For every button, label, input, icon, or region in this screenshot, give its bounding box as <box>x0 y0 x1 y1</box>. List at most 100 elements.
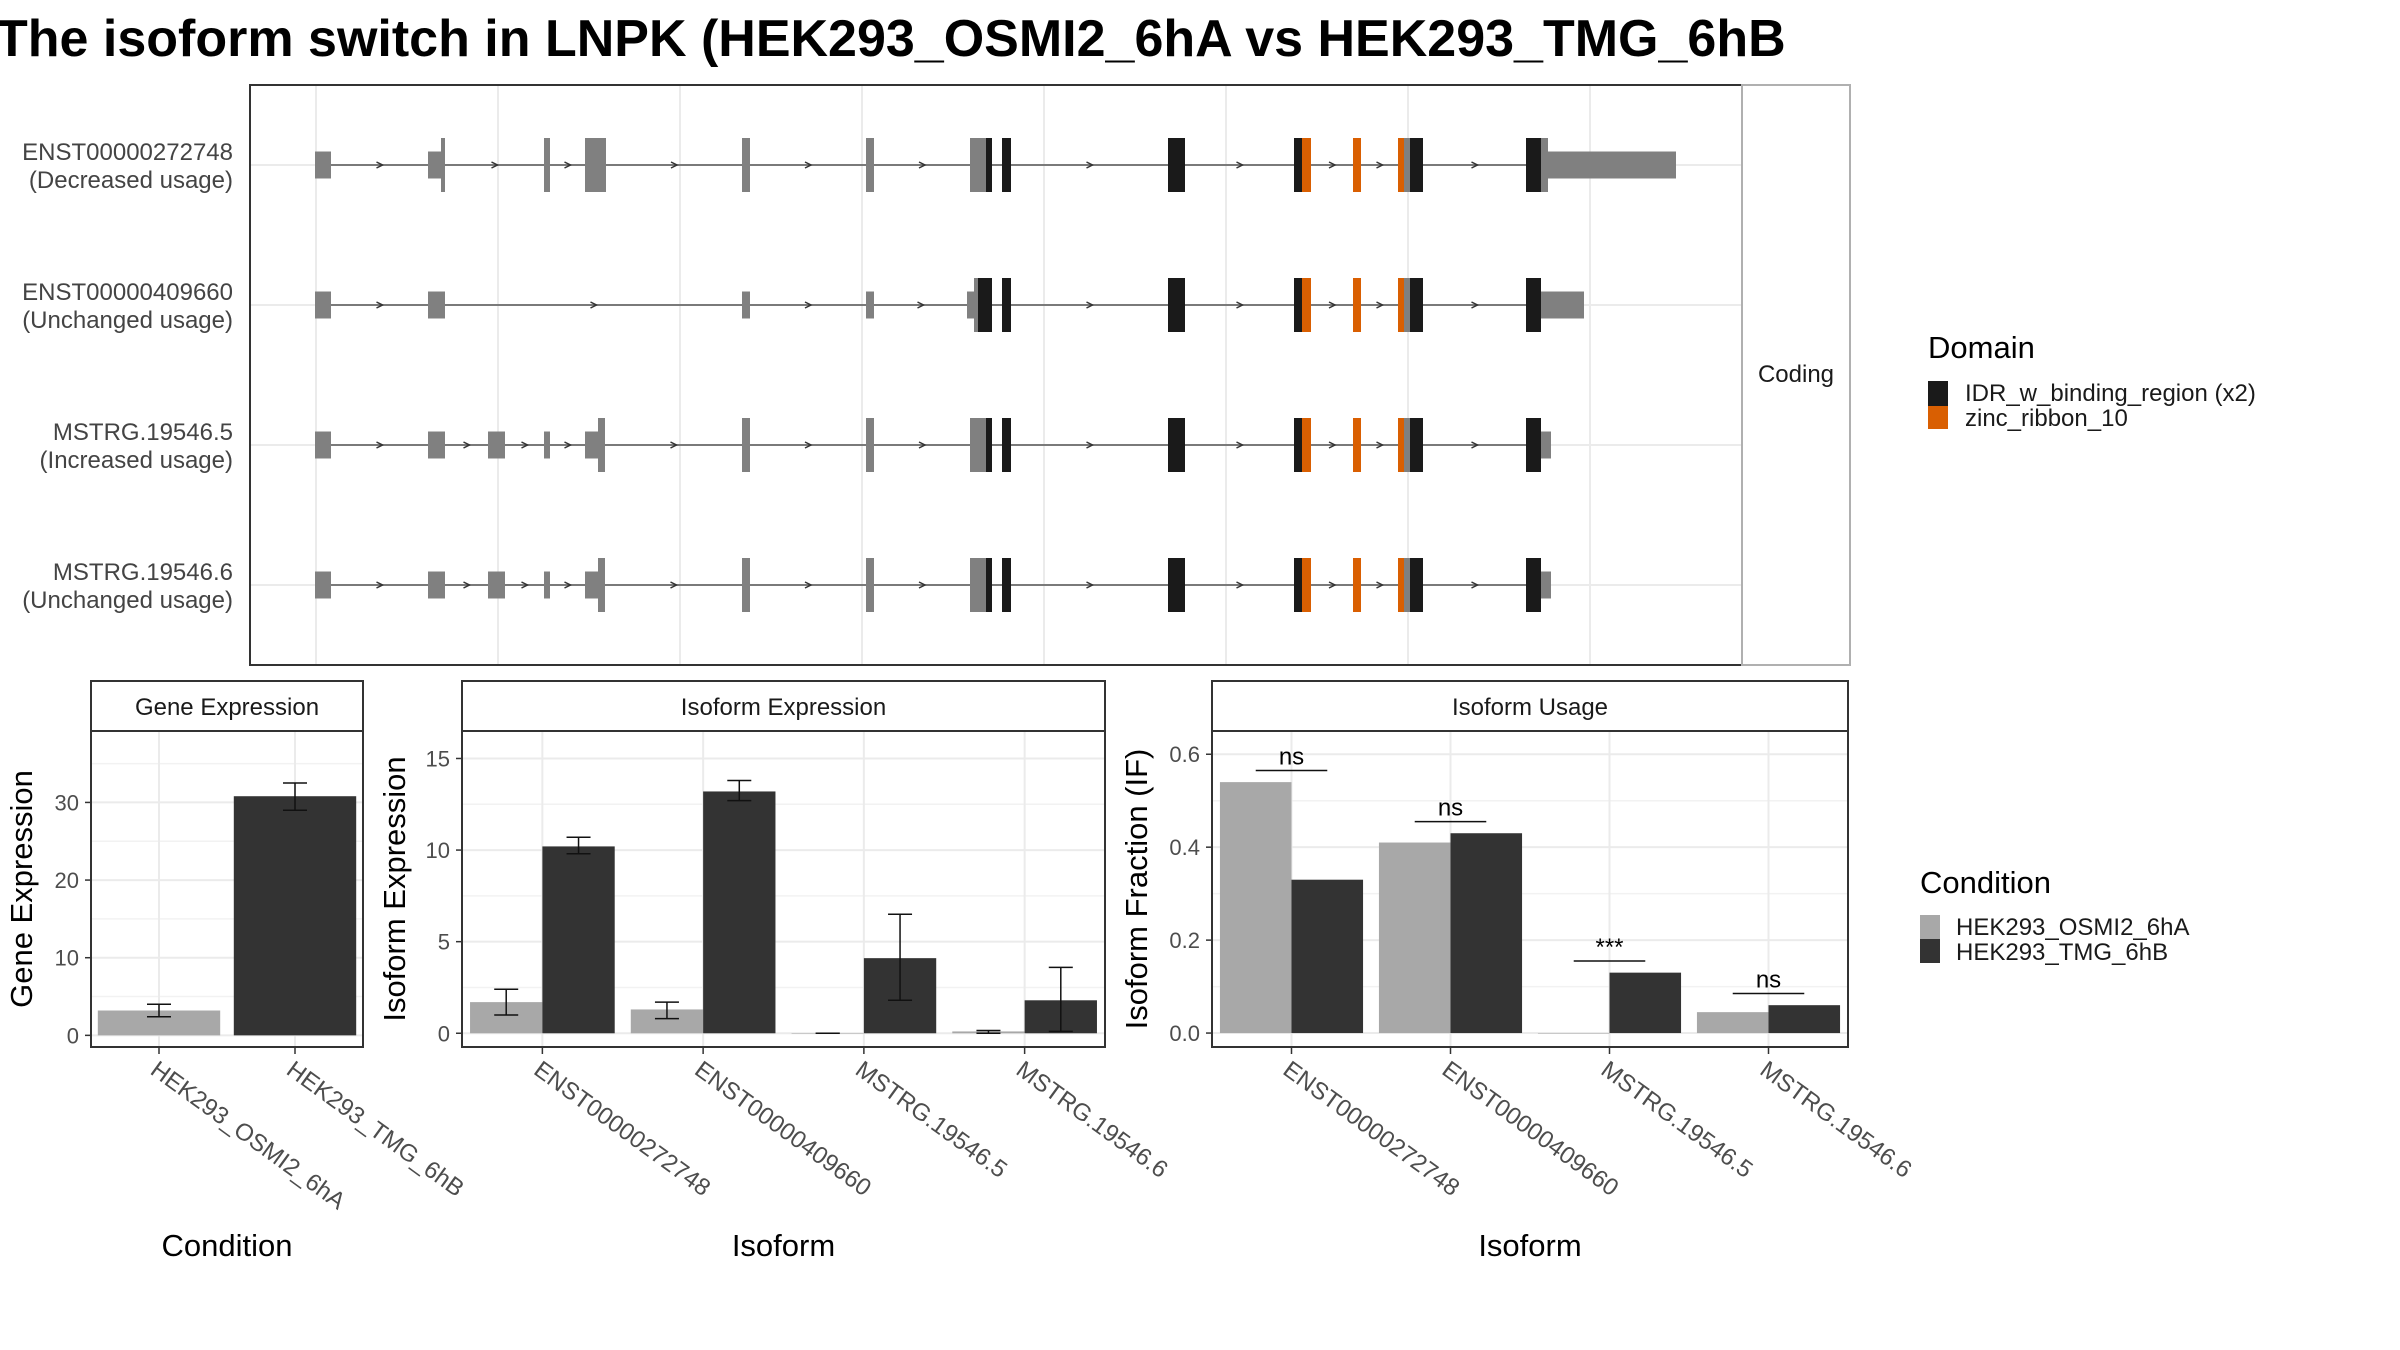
condition-legend-title: Condition <box>1920 865 2051 900</box>
idr-domain-segment <box>1526 558 1541 612</box>
exon <box>315 571 331 599</box>
y-tick-label: 0 <box>438 1021 450 1046</box>
y-tick-label: 10 <box>55 946 79 971</box>
idr-domain-segment <box>1168 558 1185 612</box>
exon <box>585 138 606 192</box>
isoform-label-column: ENST00000272748(Decreased usage) ENST0000… <box>22 139 233 614</box>
exon <box>544 138 550 192</box>
idr-domain-segment <box>986 418 992 472</box>
idr-domain-segment <box>1002 278 1011 332</box>
idr-domain-segment <box>1410 418 1423 472</box>
exon <box>1548 151 1676 179</box>
exon <box>742 558 750 612</box>
legend-key-osmi2 <box>1920 915 1940 939</box>
significance-label: ns <box>1756 967 1781 994</box>
exon <box>1541 571 1551 599</box>
y-tick-label: 30 <box>55 790 79 815</box>
facet-strip-title: Isoform Expression <box>681 694 886 721</box>
legend-label-osmi2: HEK293_OSMI2_6hA <box>1956 914 2189 941</box>
intron-arrow <box>1328 441 1337 449</box>
intron-arrow <box>376 301 385 309</box>
intron-arrow <box>521 581 530 589</box>
facet-strip <box>461 680 1106 732</box>
intron-arrow <box>491 161 500 169</box>
y-tick-label: 0.6 <box>1169 742 1200 767</box>
zinc-ribbon-domain-segment <box>1398 138 1404 192</box>
x-tick-label: MSTRG.19546.5 <box>850 1056 1012 1184</box>
zinc-ribbon-domain-segment <box>1398 418 1404 472</box>
idr-domain-segment <box>1168 418 1185 472</box>
exon <box>598 558 605 612</box>
isoform-usage-label: (Decreased usage) <box>29 167 233 194</box>
intron-arrow <box>1471 161 1480 169</box>
exon <box>970 138 986 192</box>
bar <box>1537 1033 1610 1034</box>
intron-arrow <box>376 441 385 449</box>
exon <box>970 418 986 472</box>
intron-arrow <box>804 441 813 449</box>
bar <box>1378 842 1451 1034</box>
exon <box>315 431 331 459</box>
isoform-row <box>315 558 1551 612</box>
zinc-ribbon-domain-segment <box>1353 138 1361 192</box>
isoform-row <box>315 138 1676 192</box>
bar <box>1768 1005 1841 1034</box>
isoform-id-label: MSTRG.19546.5 <box>53 419 233 446</box>
x-tick-label: ENST00000272748 <box>1278 1056 1464 1202</box>
y-tick-label: 10 <box>426 838 450 863</box>
exon <box>315 151 331 179</box>
idr-domain-segment <box>1410 278 1423 332</box>
structure-facet-strip <box>1741 84 1851 666</box>
idr-domain-segment <box>1294 138 1302 192</box>
idr-domain-segment <box>1168 138 1185 192</box>
intron-arrow <box>918 581 927 589</box>
exon <box>1404 278 1410 332</box>
x-tick-label: MSTRG.19546.6 <box>1755 1056 1917 1184</box>
y-tick-label: 0.2 <box>1169 928 1200 953</box>
bar <box>1450 833 1523 1034</box>
zinc-ribbon-domain-segment <box>1302 418 1311 472</box>
y-tick-label: 15 <box>426 746 450 771</box>
zinc-ribbon-domain-segment <box>1398 278 1404 332</box>
x-axis-title: Isoform <box>1478 1228 1581 1263</box>
exon <box>967 291 975 319</box>
x-tick-label: MSTRG.19546.6 <box>1011 1056 1173 1184</box>
intron-arrow <box>564 161 573 169</box>
intron-arrow <box>1376 161 1385 169</box>
idr-domain-segment <box>1294 558 1302 612</box>
exon <box>428 291 445 319</box>
exon <box>866 558 874 612</box>
exon <box>598 418 605 472</box>
bar <box>233 796 357 1036</box>
isoform-usage-panel: 0.0 0.2 0.4 0.6 ns ns *** ns Isoform Usage ENST00… <box>1119 680 1917 1263</box>
exon <box>1541 138 1548 192</box>
isoform-id-label: ENST00000409660 <box>22 279 233 306</box>
intron-arrow <box>463 441 472 449</box>
zinc-ribbon-domain-segment <box>1353 418 1361 472</box>
exon <box>441 138 445 192</box>
zinc-ribbon-domain-segment <box>1353 558 1361 612</box>
y-axis-title: Isoform Fraction (IF) <box>1119 749 1154 1030</box>
idr-domain-segment <box>1002 138 1011 192</box>
idr-domain-segment <box>1002 558 1011 612</box>
isoform-row <box>315 418 1551 472</box>
legend-key-zinc-ribbon <box>1928 406 1948 429</box>
intron-arrow <box>1328 581 1337 589</box>
idr-domain-segment <box>986 138 992 192</box>
facet-strip-title: Isoform Usage <box>1452 694 1608 721</box>
intron-arrow <box>590 301 599 309</box>
intron-arrow <box>376 581 385 589</box>
facet-strip-title: Gene Expression <box>135 694 319 721</box>
intron-arrow <box>670 581 679 589</box>
x-tick-label: ENST00000272748 <box>529 1056 715 1202</box>
intron-arrow <box>918 161 927 169</box>
exon <box>315 291 331 319</box>
transcript-structure-panel: Coding ENST00000272748(Decreased usage)E… <box>22 84 1851 666</box>
x-axis-title: Condition <box>162 1228 293 1263</box>
intron-arrow <box>521 441 530 449</box>
intron-arrow <box>376 161 385 169</box>
exon <box>585 571 598 599</box>
intron-arrow <box>1236 301 1245 309</box>
idr-domain-segment <box>1526 138 1541 192</box>
exon <box>544 571 550 599</box>
